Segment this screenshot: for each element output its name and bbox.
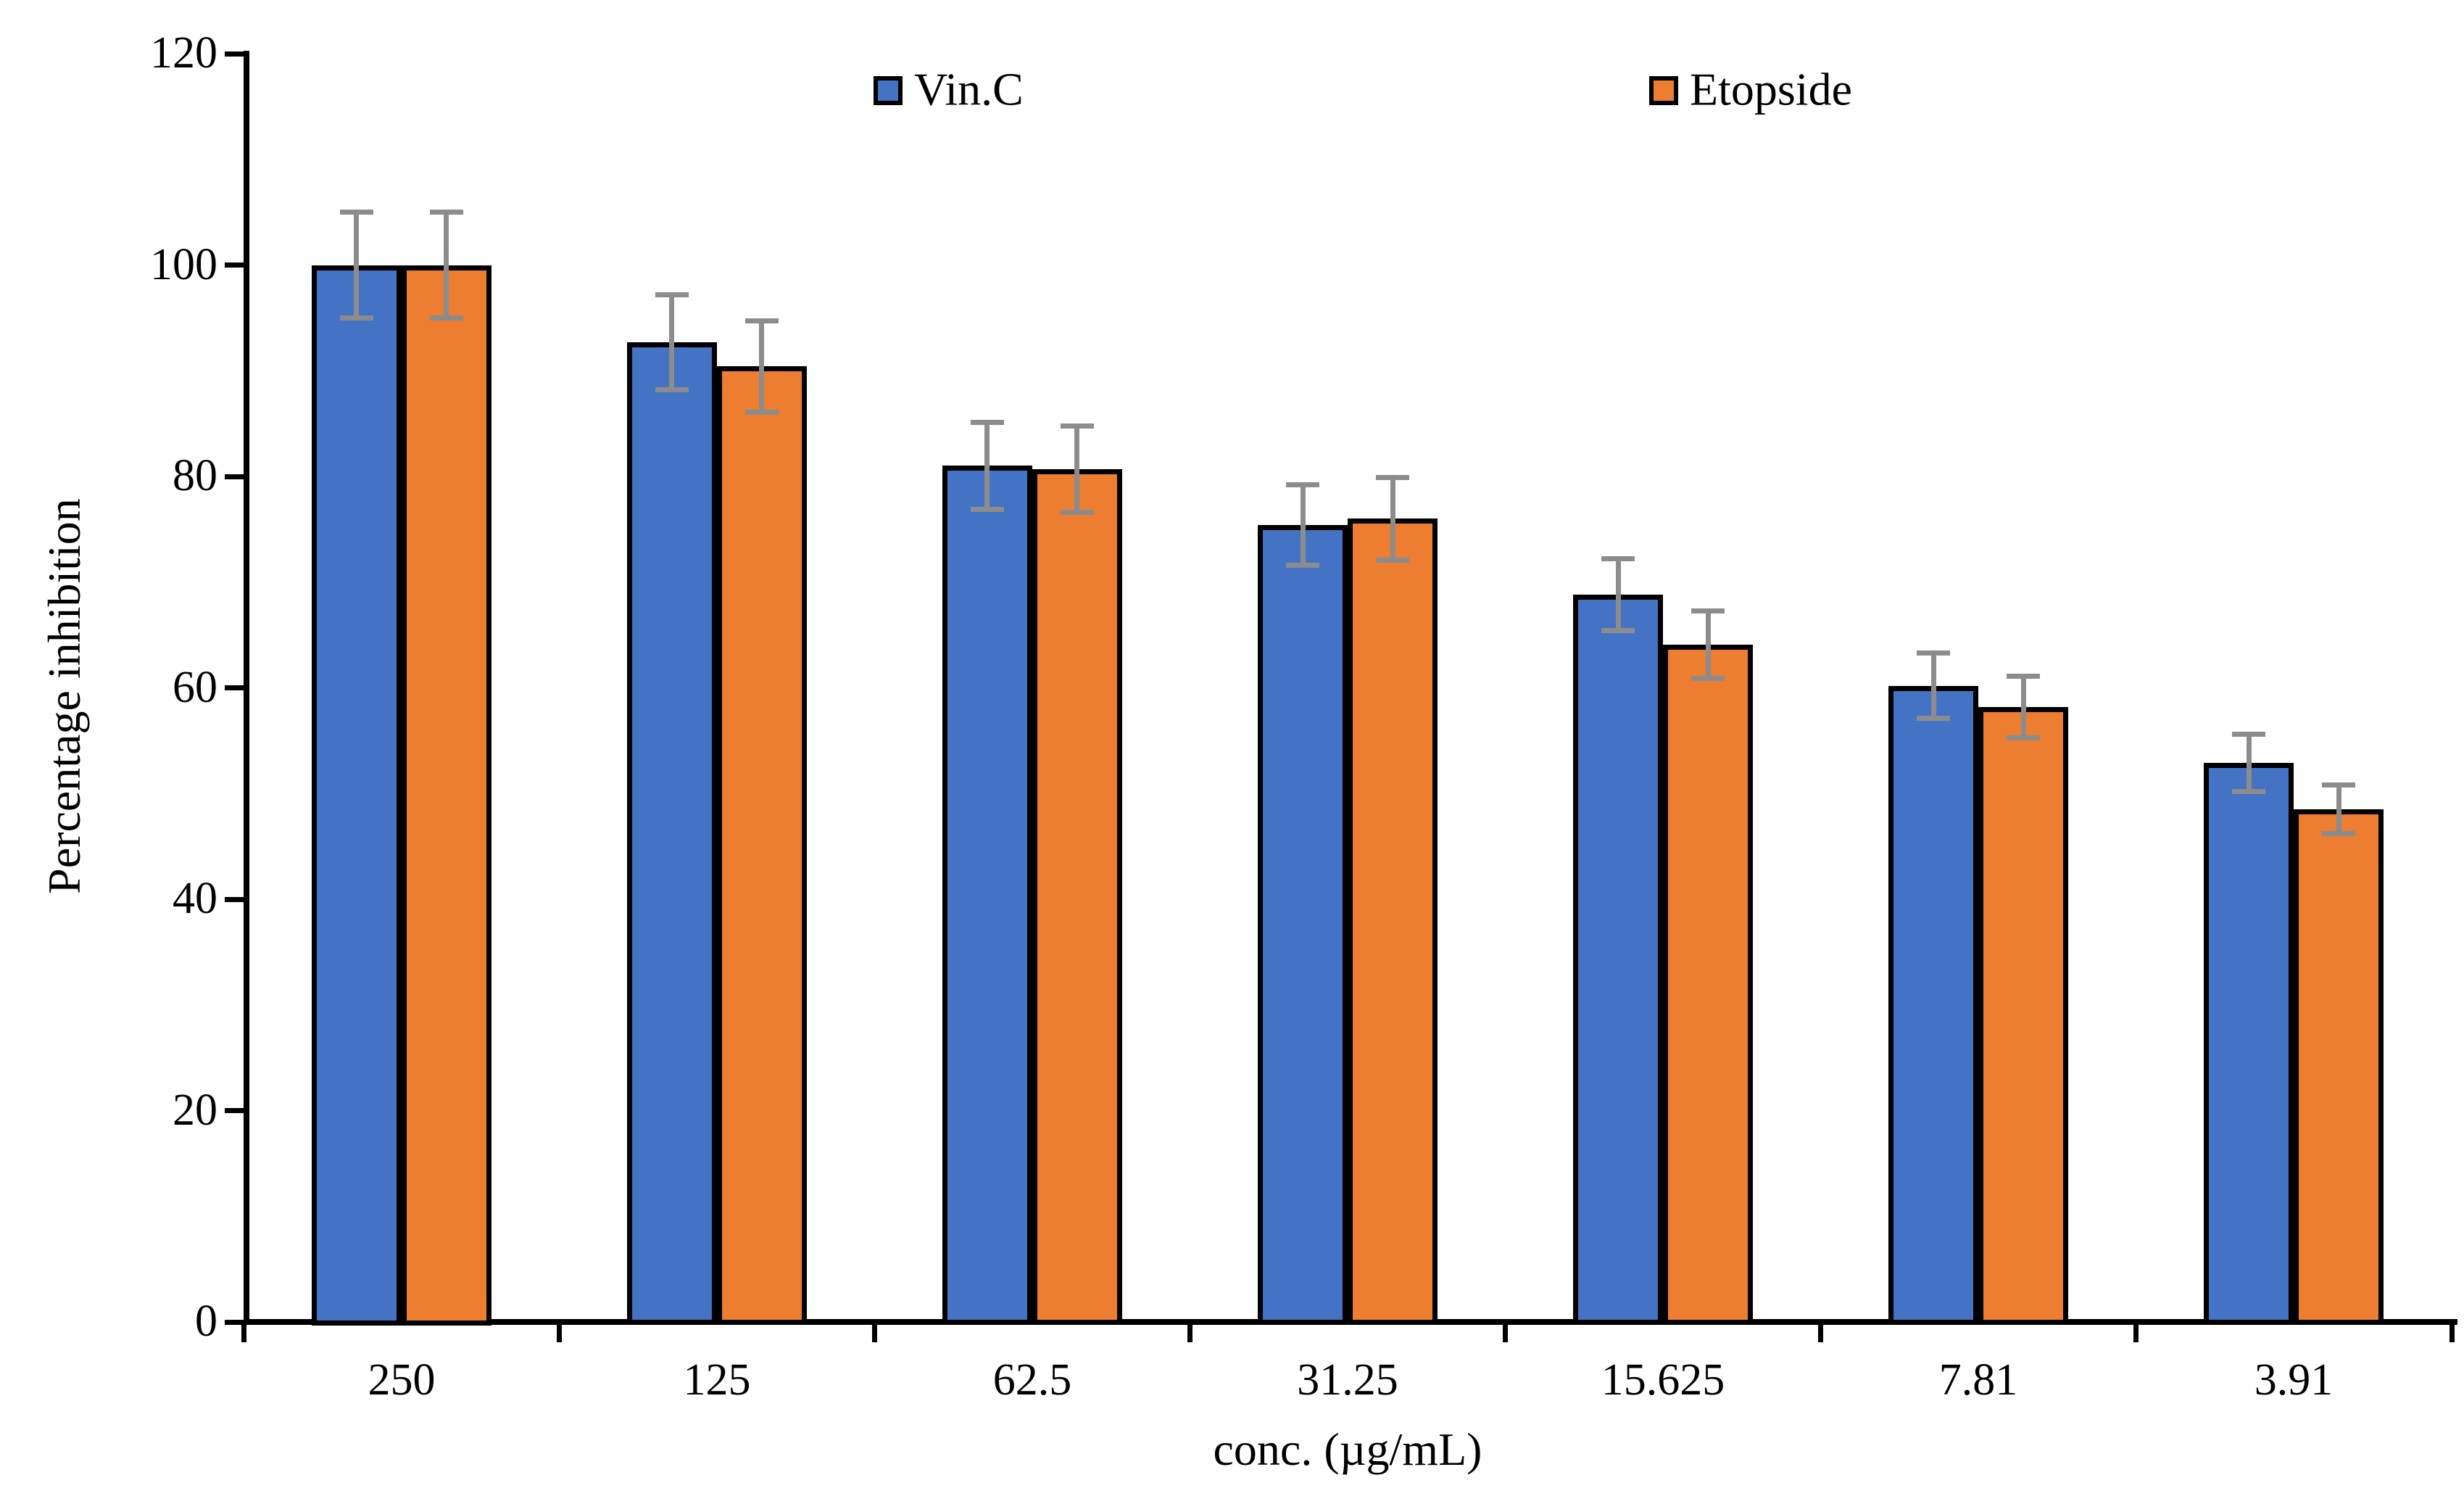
- bar-vinc-7.81: [1888, 686, 1978, 1325]
- bar-etopside-250: [402, 265, 491, 1326]
- x-tick-label: 7.81: [1938, 1355, 2018, 1405]
- y-tick: [225, 1108, 244, 1113]
- bar-vinc-31.25: [1258, 525, 1348, 1325]
- x-tick: [2450, 1325, 2455, 1342]
- error-bar-cap-top-etopside-125: [745, 318, 779, 323]
- y-tick: [225, 263, 244, 268]
- x-tick: [1818, 1325, 1823, 1342]
- error-bar-cap-top-vinc-250: [340, 210, 373, 215]
- error-bar-line-etopside-62.5: [1074, 426, 1079, 513]
- error-bar-line-vinc-3.91: [2247, 735, 2252, 792]
- error-bar-cap-bottom-vinc-7.81: [1917, 716, 1950, 721]
- x-tick-label: 250: [368, 1355, 436, 1405]
- error-bar-cap-top-etopside-62.5: [1061, 423, 1094, 429]
- x-tick-label: 15.625: [1601, 1355, 1725, 1405]
- error-bar-cap-bottom-vinc-15.625: [1601, 628, 1635, 633]
- bar-vinc-3.91: [2204, 763, 2294, 1325]
- y-tick-label: 120: [150, 28, 217, 78]
- error-bar-line-vinc-62.5: [984, 423, 990, 510]
- x-tick: [241, 1325, 246, 1342]
- error-bar-cap-bottom-etopside-62.5: [1061, 510, 1094, 515]
- x-tick: [557, 1325, 562, 1342]
- error-bar-line-etopside-125: [759, 321, 764, 412]
- legend-label-etopside: Etopside: [1690, 63, 1852, 115]
- error-bar-cap-top-etopside-7.81: [2007, 674, 2040, 679]
- y-tick: [225, 897, 244, 902]
- error-bar-line-vinc-31.25: [1301, 485, 1306, 566]
- x-axis-title: conc. (µg/mL): [1213, 1423, 1482, 1475]
- bar-etopside-7.81: [1978, 707, 2068, 1325]
- legend-swatch-vinc: [874, 76, 903, 105]
- error-bar-line-etopside-250: [444, 212, 449, 318]
- y-tick-label: 20: [173, 1085, 217, 1135]
- error-bar-cap-top-vinc-3.91: [2232, 732, 2265, 737]
- error-bar-line-vinc-125: [669, 294, 674, 389]
- error-bar-cap-top-etopside-31.25: [1376, 475, 1409, 480]
- legend-label-vinc: Vin.C: [914, 63, 1024, 115]
- error-bar-cap-bottom-vinc-62.5: [971, 507, 1004, 512]
- x-tick: [1187, 1325, 1192, 1342]
- x-tick: [1503, 1325, 1508, 1342]
- y-axis-title: Percentage inhibition: [38, 498, 91, 894]
- error-bar-line-vinc-15.625: [1616, 559, 1621, 631]
- y-axis-line: [244, 51, 249, 1325]
- bar-etopside-15.625: [1663, 645, 1753, 1325]
- error-bar-cap-top-etopside-250: [430, 210, 463, 215]
- error-bar-line-vinc-250: [354, 212, 359, 318]
- x-tick-label: 62.5: [992, 1355, 1072, 1405]
- error-bar-cap-bottom-etopside-3.91: [2322, 831, 2355, 836]
- bar-etopside-3.91: [2294, 809, 2384, 1325]
- bar-etopside-125: [717, 366, 807, 1325]
- y-tick: [225, 1320, 244, 1325]
- y-tick: [225, 51, 244, 57]
- error-bar-line-etopside-7.81: [2021, 676, 2026, 737]
- y-tick-label: 0: [195, 1296, 217, 1346]
- error-bar-cap-bottom-vinc-31.25: [1286, 563, 1319, 568]
- bar-etopside-62.5: [1032, 469, 1122, 1325]
- x-tick-label: 3.91: [2254, 1355, 2334, 1405]
- error-bar-line-etopside-15.625: [1706, 611, 1711, 678]
- error-bar-cap-top-vinc-125: [655, 292, 689, 297]
- y-tick: [225, 685, 244, 690]
- y-tick-label: 80: [173, 450, 217, 500]
- bar-vinc-62.5: [942, 466, 1032, 1325]
- bar-vinc-15.625: [1573, 595, 1663, 1325]
- error-bar-cap-bottom-vinc-125: [655, 387, 689, 392]
- error-bar-cap-bottom-etopside-31.25: [1376, 558, 1409, 563]
- legend-swatch-etopside: [1649, 76, 1678, 105]
- bar-etopside-31.25: [1348, 518, 1438, 1325]
- y-tick-label: 40: [173, 873, 217, 923]
- y-tick-label: 100: [150, 239, 217, 289]
- error-bar-cap-bottom-etopside-250: [430, 315, 463, 321]
- error-bar-cap-bottom-etopside-125: [745, 410, 779, 415]
- error-bar-cap-top-etopside-15.625: [1691, 608, 1725, 613]
- error-bar-cap-bottom-vinc-3.91: [2232, 789, 2265, 794]
- x-tick: [872, 1325, 877, 1342]
- error-bar-cap-bottom-etopside-15.625: [1691, 676, 1725, 681]
- error-bar-cap-top-vinc-31.25: [1286, 482, 1319, 487]
- bar-vinc-250: [312, 265, 402, 1326]
- error-bar-cap-top-vinc-15.625: [1601, 556, 1635, 561]
- x-tick: [2133, 1325, 2139, 1342]
- y-tick: [225, 474, 244, 479]
- error-bar-cap-top-etopside-3.91: [2322, 782, 2355, 788]
- x-tick-label: 125: [683, 1355, 751, 1405]
- error-bar-line-etopside-31.25: [1390, 477, 1395, 560]
- bar-vinc-125: [627, 342, 717, 1325]
- error-bar-cap-bottom-etopside-7.81: [2007, 735, 2040, 740]
- y-tick-label: 60: [173, 662, 217, 712]
- x-tick-label: 31.25: [1297, 1355, 1398, 1405]
- error-bar-cap-top-vinc-62.5: [971, 420, 1004, 425]
- error-bar-cap-bottom-vinc-250: [340, 315, 373, 321]
- error-bar-line-vinc-7.81: [1931, 653, 1936, 718]
- error-bar-cap-top-vinc-7.81: [1917, 650, 1950, 656]
- error-bar-line-etopside-3.91: [2336, 785, 2341, 834]
